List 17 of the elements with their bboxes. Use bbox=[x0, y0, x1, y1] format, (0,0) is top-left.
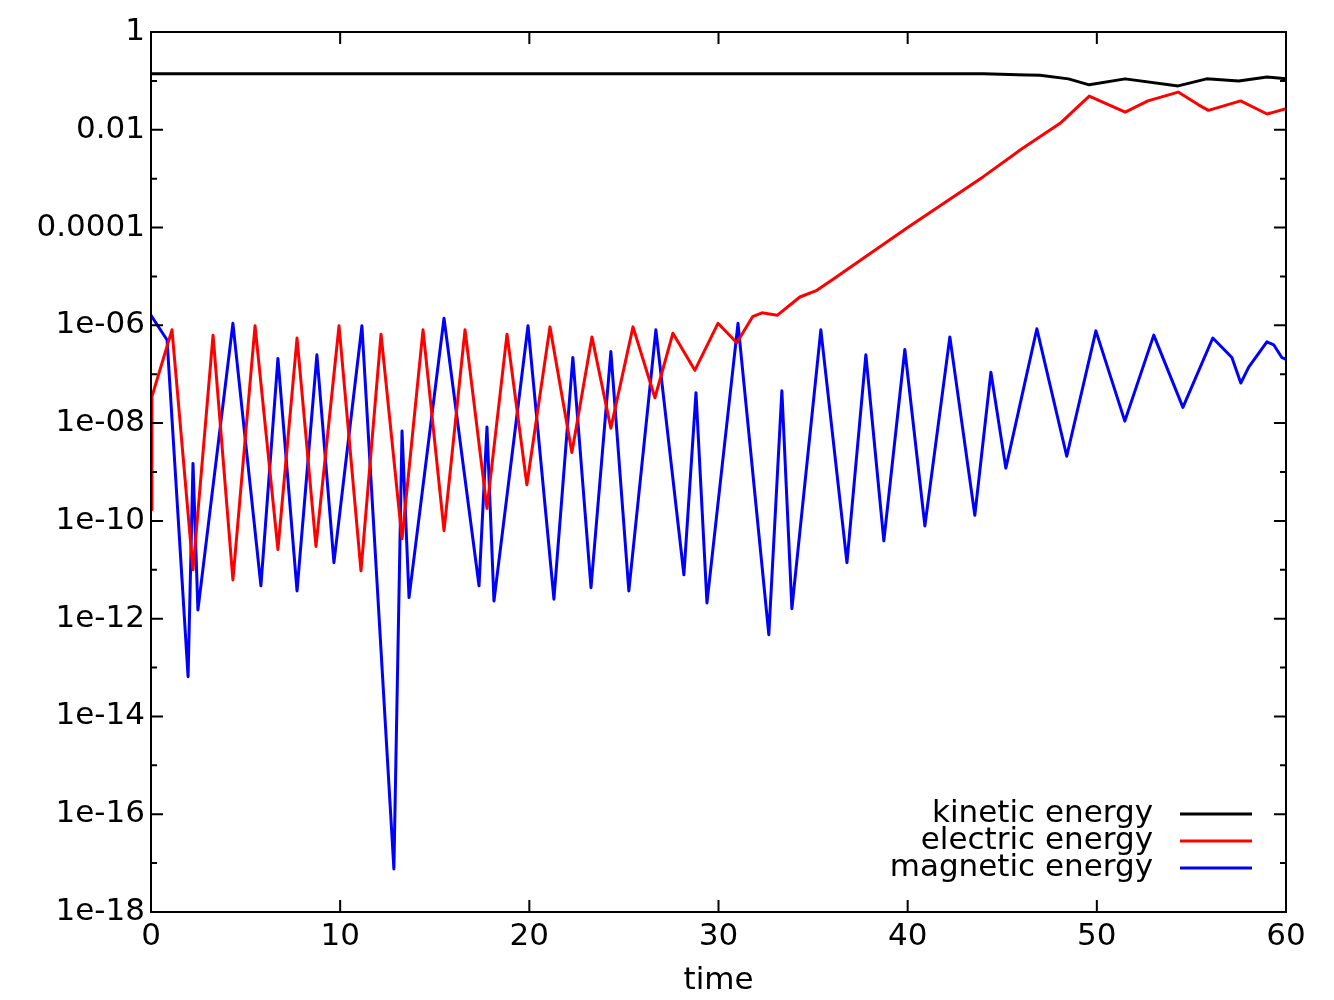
y-tick-label: 1 bbox=[125, 11, 145, 48]
y-tick-label: 1e-16 bbox=[55, 793, 145, 830]
y-tick-label: 1e-08 bbox=[55, 402, 145, 439]
x-tick-label: 20 bbox=[509, 915, 550, 952]
y-tick-label: 1e-10 bbox=[55, 499, 145, 536]
x-tick-label: 60 bbox=[1266, 915, 1306, 952]
y-tick-label: 1e-14 bbox=[55, 695, 145, 732]
x-tick-label: 40 bbox=[887, 915, 928, 952]
y-tick-label: 1e-12 bbox=[55, 597, 145, 634]
x-tick-label: 30 bbox=[698, 915, 739, 952]
y-tick-label: 0.01 bbox=[75, 108, 145, 145]
x-axis-title: time bbox=[683, 960, 754, 997]
y-tick-label: 0.0001 bbox=[36, 206, 145, 243]
x-tick-label: 50 bbox=[1077, 915, 1117, 952]
y-tick-label: 1e-18 bbox=[55, 891, 145, 928]
x-tick-label: 10 bbox=[320, 915, 360, 952]
y-tick-label: 1e-06 bbox=[55, 304, 145, 341]
